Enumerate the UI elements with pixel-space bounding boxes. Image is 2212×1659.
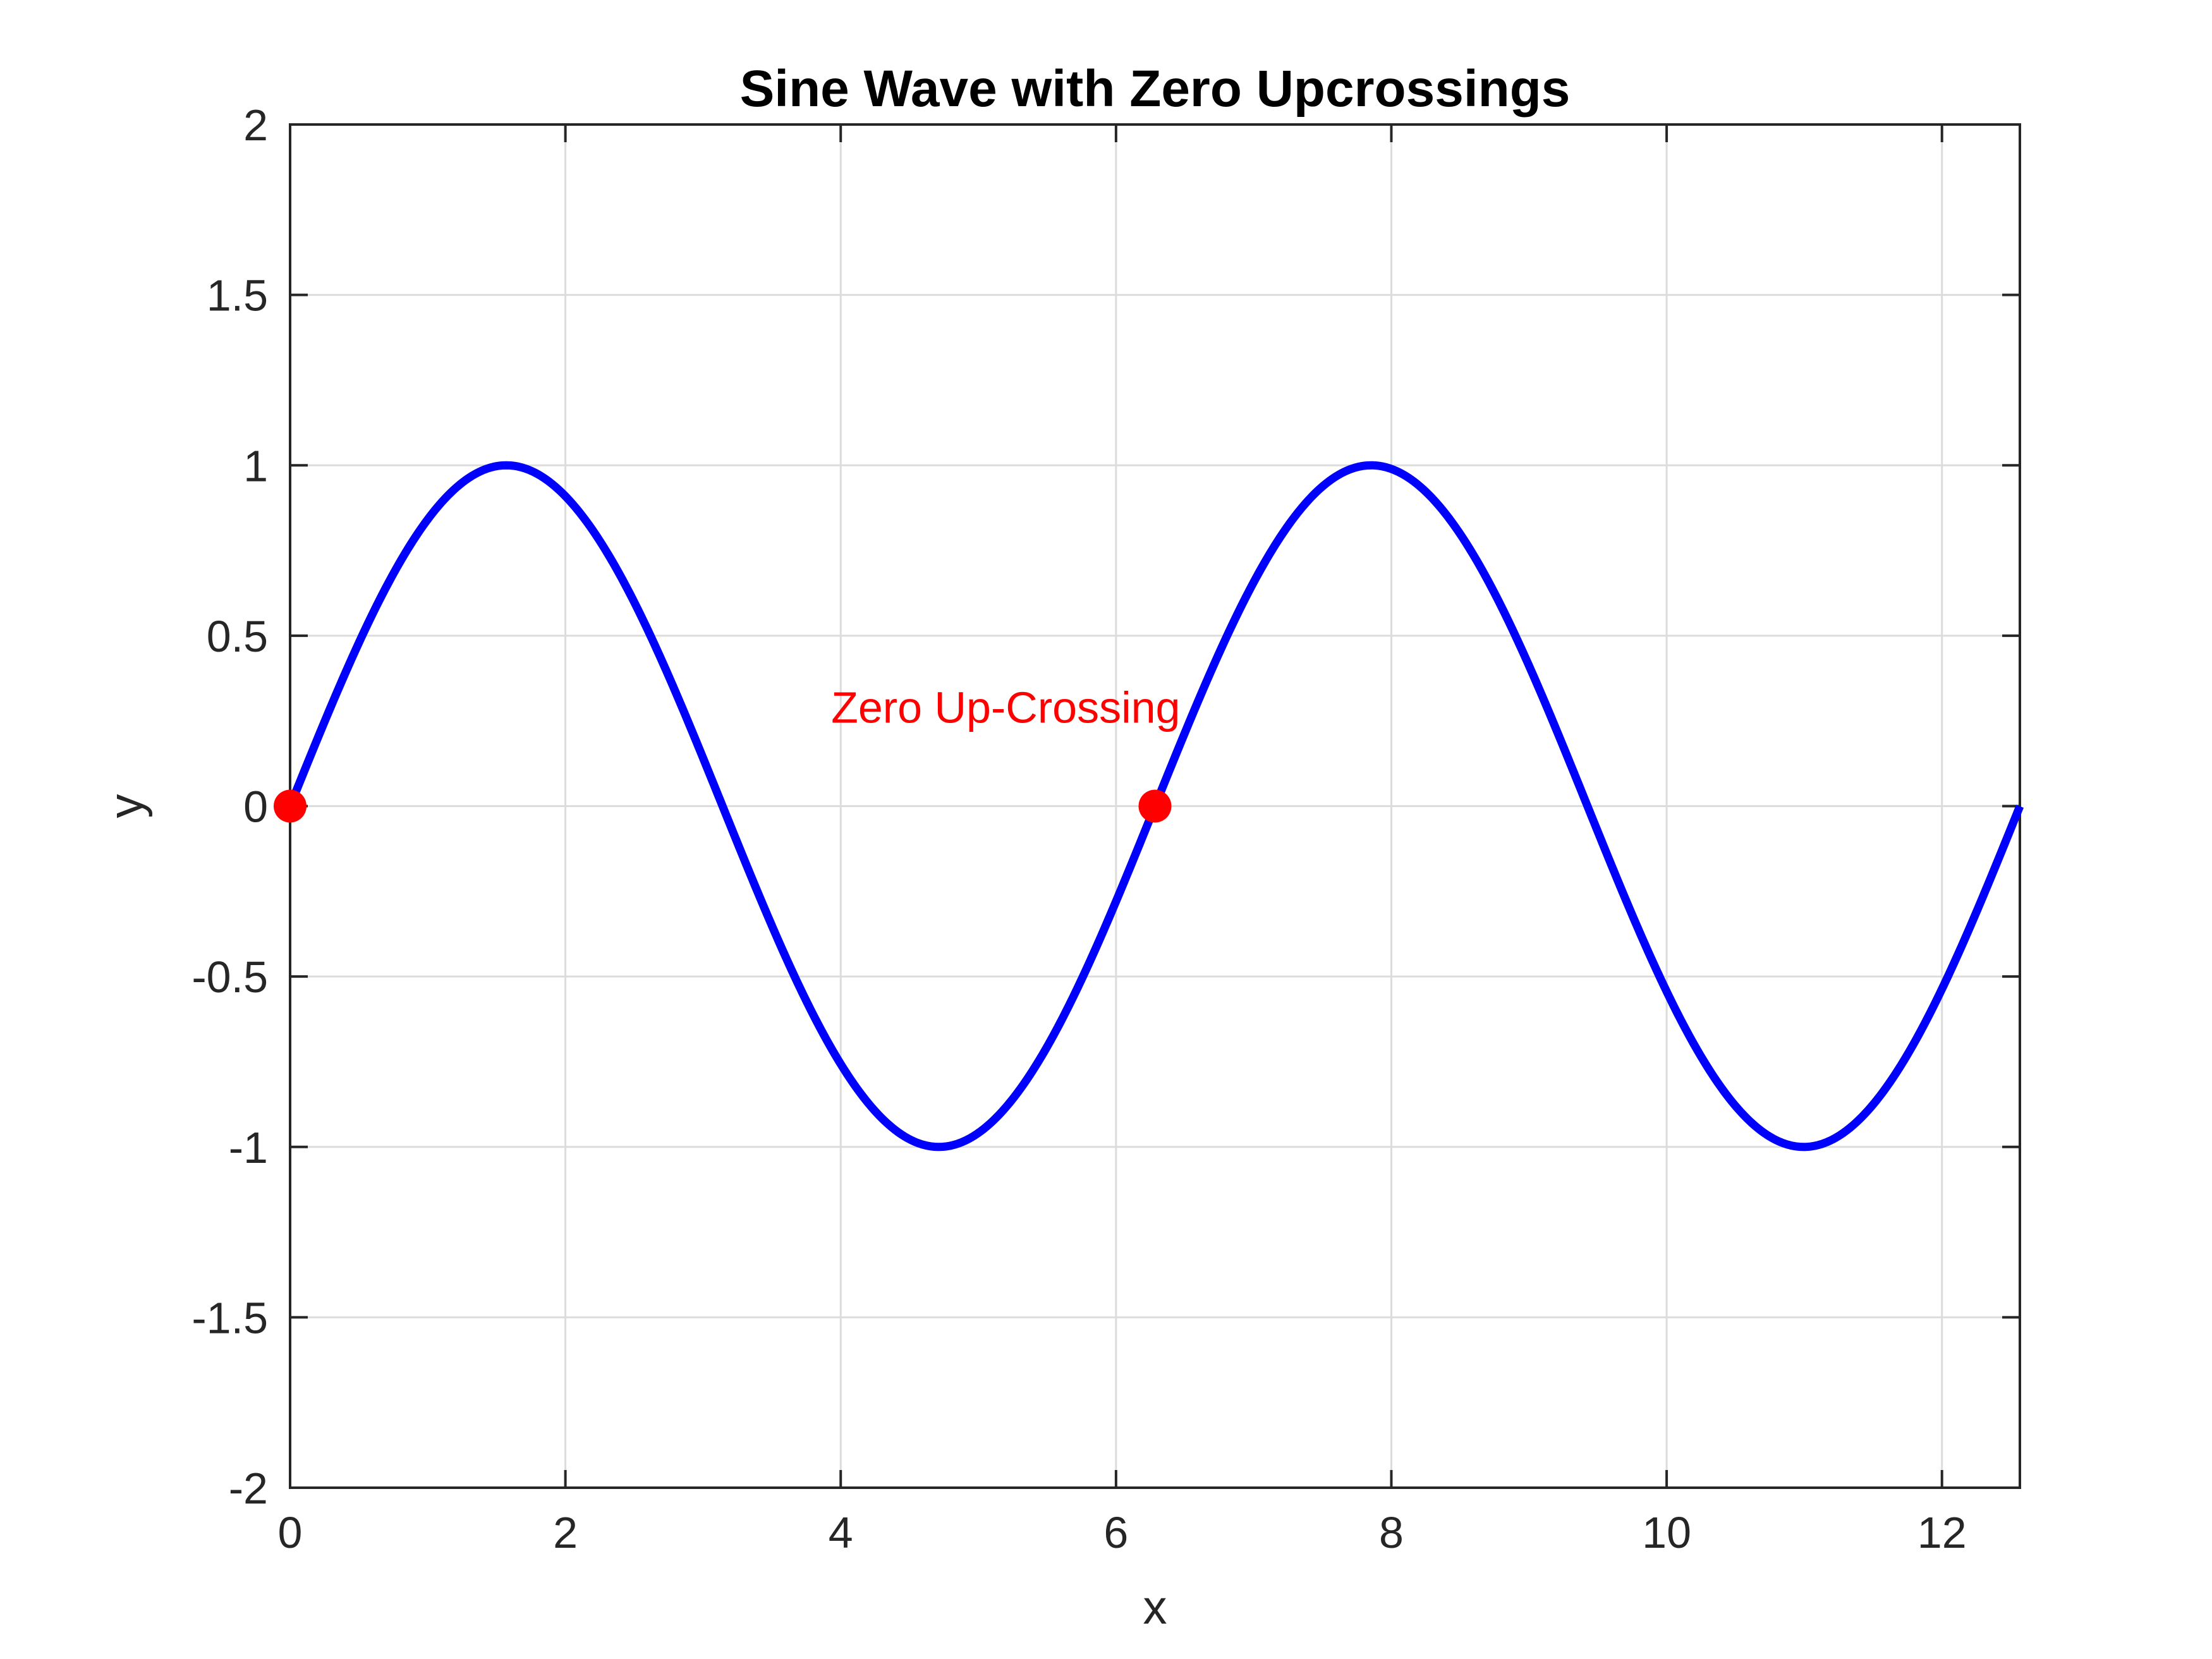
x-tick-label: 6	[1103, 1508, 1128, 1557]
y-tick-label: -1.5	[191, 1293, 268, 1342]
y-tick-label: 1	[243, 441, 268, 490]
y-tick-label: 2	[243, 100, 268, 150]
y-axis-label: y	[99, 794, 153, 818]
x-tick-label: 8	[1379, 1508, 1404, 1557]
zero-upcrossing-markers	[274, 789, 1172, 823]
ticks	[289, 123, 2020, 1489]
y-tick-label: 0.5	[207, 612, 268, 661]
zero-upcrossing-marker	[1138, 789, 1172, 823]
y-tick-label: 0	[243, 782, 268, 832]
x-axis-label: x	[1143, 1581, 1167, 1634]
x-tick-label: 12	[1917, 1508, 1967, 1557]
y-tick-label: -0.5	[191, 952, 268, 1002]
chart-title: Sine Wave with Zero Upcrossings	[740, 60, 1571, 118]
y-tick-label: -1	[229, 1123, 268, 1172]
zero-upcrossing-annotation: Zero Up-Crossing	[831, 683, 1180, 732]
grid	[289, 123, 2020, 1489]
x-tick-label: 4	[829, 1508, 853, 1557]
y-tick-label: 1.5	[207, 271, 268, 320]
zero-upcrossing-marker	[274, 789, 307, 823]
x-tick-label: 10	[1642, 1508, 1691, 1557]
x-tick-label: 0	[278, 1508, 303, 1557]
y-tick-label: -2	[229, 1464, 268, 1513]
x-tick-label: 2	[553, 1508, 578, 1557]
x-tick-labels: 0 2 4 6 8 10 12	[278, 1508, 1967, 1557]
y-tick-labels: -2 -1.5 -1 -0.5 0 0.5 1 1.5 2	[191, 100, 268, 1513]
